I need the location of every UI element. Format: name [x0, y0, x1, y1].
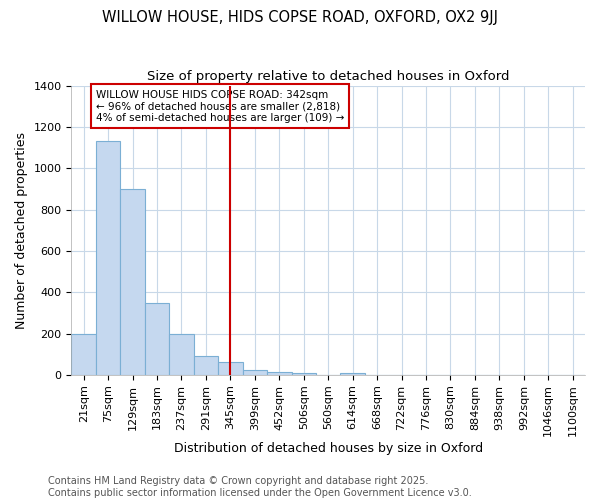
Bar [121, 189, 145, 375]
Bar [194, 356, 218, 375]
Bar [218, 362, 242, 375]
Title: Size of property relative to detached houses in Oxford: Size of property relative to detached ho… [147, 70, 509, 83]
Text: WILLOW HOUSE, HIDS COPSE ROAD, OXFORD, OX2 9JJ: WILLOW HOUSE, HIDS COPSE ROAD, OXFORD, O… [102, 10, 498, 25]
Bar [242, 370, 267, 375]
X-axis label: Distribution of detached houses by size in Oxford: Distribution of detached houses by size … [173, 442, 483, 455]
Bar [145, 302, 169, 375]
Bar [169, 334, 194, 375]
Text: WILLOW HOUSE HIDS COPSE ROAD: 342sqm
← 96% of detached houses are smaller (2,818: WILLOW HOUSE HIDS COPSE ROAD: 342sqm ← 9… [96, 90, 344, 123]
Bar [292, 373, 316, 375]
Bar [267, 372, 292, 375]
Bar [71, 334, 96, 375]
Y-axis label: Number of detached properties: Number of detached properties [15, 132, 28, 328]
Bar [96, 142, 121, 375]
Bar [340, 373, 365, 375]
Text: Contains HM Land Registry data © Crown copyright and database right 2025.
Contai: Contains HM Land Registry data © Crown c… [48, 476, 472, 498]
